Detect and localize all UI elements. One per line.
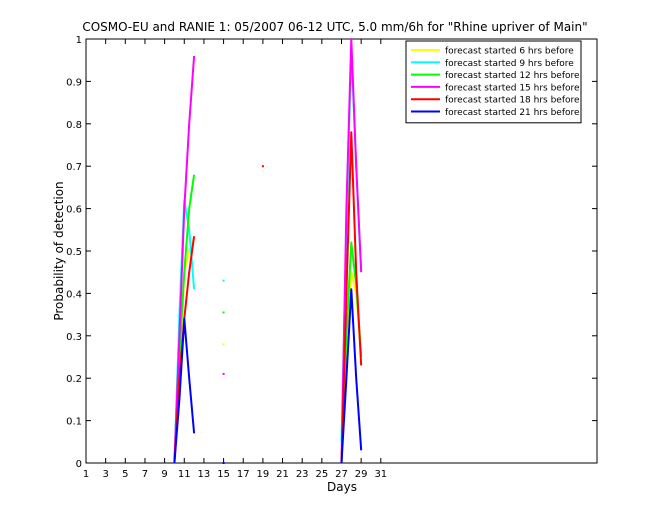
x-tick-label: 1	[83, 469, 89, 480]
data-point	[222, 311, 225, 314]
legend: forecast started 6 hrs before forecast st…	[405, 40, 582, 124]
legend-label: forecast started 15 hrs before	[445, 83, 580, 93]
y-tick-label: 0.2	[66, 374, 82, 385]
x-tick-label: 15	[217, 469, 230, 480]
y-tick-label: 0.3	[66, 332, 82, 343]
y-tick-label: 0.1	[66, 417, 82, 428]
x-tick-label: 25	[315, 469, 328, 480]
x-axis-label: Days	[327, 480, 357, 494]
x-tick-label: 29	[355, 469, 368, 480]
data-point	[222, 343, 225, 346]
series-line	[340, 131, 363, 464]
x-tick-label: 7	[142, 469, 148, 480]
legend-label: forecast started 18 hrs before	[445, 96, 580, 106]
series-4	[173, 38, 363, 464]
y-tick-label: 0.8	[66, 120, 82, 131]
x-tick-label: 31	[374, 469, 387, 480]
data-point	[222, 279, 225, 282]
legend-label: forecast started 6 hrs before	[445, 47, 574, 57]
series-line	[173, 317, 196, 464]
x-tick-label: 3	[102, 469, 108, 480]
chart-title: COSMO-EU and RANIE 1: 05/2007 06-12 UTC,…	[82, 20, 587, 34]
x-axis: 1 3 5 7 9 11 13 15 17 19 21 23 25 27 29 31	[83, 39, 387, 480]
x-tick-label: 5	[122, 469, 128, 480]
legend-box	[405, 40, 582, 124]
legend-label: forecast started 9 hrs before	[445, 59, 574, 69]
data-point	[222, 462, 225, 464]
y-tick-label: 0.4	[66, 289, 82, 300]
legend-label: forecast started 21 hrs before	[445, 108, 580, 118]
y-tick-label: 0.5	[66, 247, 82, 258]
x-tick-label: 23	[296, 469, 309, 480]
y-tick-label: 0	[76, 459, 82, 470]
x-tick-label: 11	[178, 469, 191, 480]
y-tick-label: 1	[76, 35, 82, 46]
x-tick-label: 9	[161, 469, 167, 480]
series-line	[340, 38, 363, 464]
x-tick-label: 13	[198, 469, 211, 480]
series-6	[173, 288, 363, 464]
series-layer	[173, 38, 363, 464]
series-line	[340, 288, 363, 464]
x-tick-label: 21	[276, 469, 289, 480]
y-axis: 0 0.1 0.2 0.3 0.4 0.5 0.6 0.7 0.8 0.9 1	[66, 35, 597, 470]
data-point	[261, 165, 264, 168]
y-tick-label: 0.7	[66, 162, 82, 173]
y-tick-label: 0.9	[66, 77, 82, 88]
x-tick-label: 27	[335, 469, 348, 480]
x-tick-label: 17	[237, 469, 250, 480]
y-tick-label: 0.6	[66, 205, 82, 216]
legend-label: forecast started 12 hrs before	[445, 71, 580, 81]
data-point	[222, 372, 225, 375]
series-line	[173, 55, 196, 464]
y-axis-label: Probability of detection	[52, 181, 66, 320]
x-tick-label: 19	[257, 469, 270, 480]
